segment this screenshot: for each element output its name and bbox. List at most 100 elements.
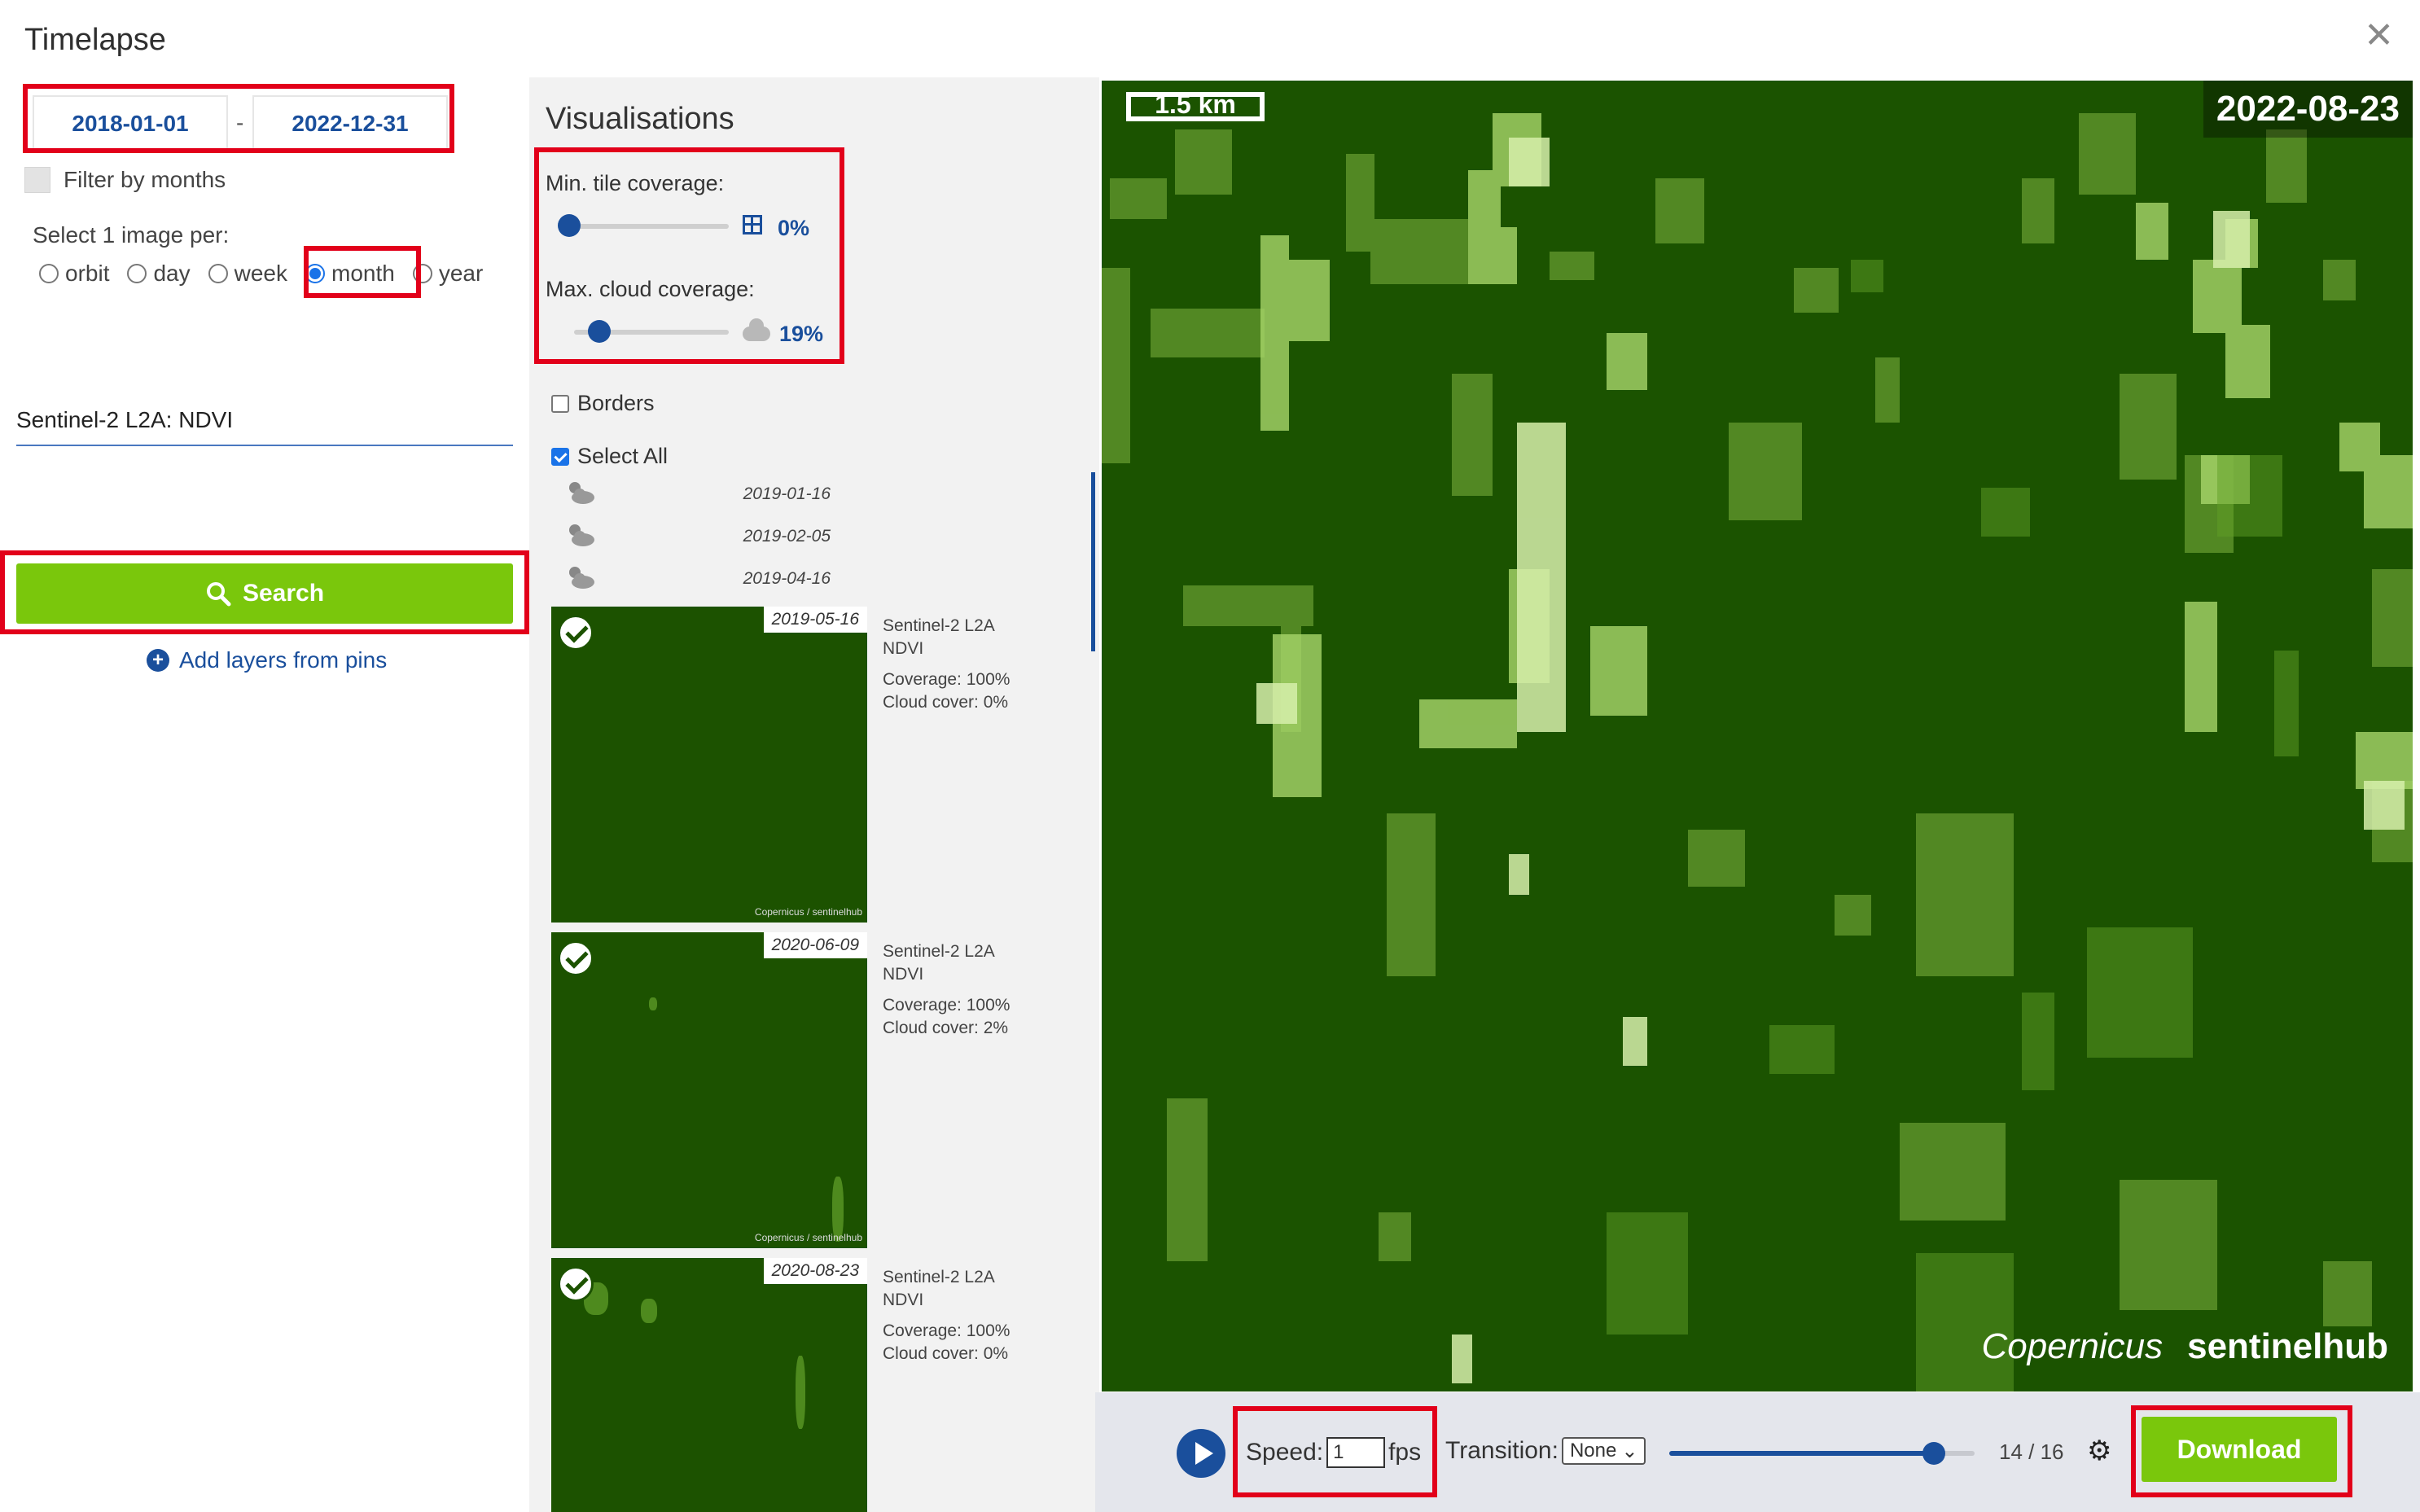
image-card[interactable]: 2020-06-09 Copernicus / sentinelhub Sent… — [551, 932, 1072, 1250]
check-icon[interactable] — [558, 1266, 594, 1302]
borders-checkbox[interactable] — [551, 394, 569, 413]
borders-toggle[interactable]: Borders — [551, 391, 655, 416]
radio-month[interactable]: month — [305, 261, 395, 287]
date-separator: - — [236, 110, 244, 135]
image-date: 2019-02-05 — [743, 527, 831, 546]
check-icon[interactable] — [558, 940, 594, 976]
logos: Copernicus sentinelhub — [1982, 1326, 2388, 1367]
transition-control: Transition: None ⌄ — [1445, 1437, 1646, 1465]
radio-day-label: day — [153, 261, 191, 286]
select-image-per-label: Select 1 image per: — [33, 222, 230, 248]
radio-day[interactable]: day — [127, 261, 191, 287]
close-icon[interactable]: ✕ — [2364, 15, 2394, 55]
image-type: NDVI — [883, 965, 924, 984]
image-coverage: Coverage: 100% — [883, 1321, 1011, 1340]
search-icon — [206, 582, 231, 607]
select-all-checkbox[interactable] — [551, 447, 569, 466]
image-card[interactable]: 2019-05-16 Copernicus / sentinelhub Sent… — [551, 607, 1072, 924]
image-thumbnail[interactable]: 2019-05-16 Copernicus / sentinelhub — [551, 607, 867, 923]
check-icon[interactable] — [558, 615, 594, 651]
min-tile-coverage-value: 0% — [778, 216, 810, 240]
image-date: 2019-01-16 — [743, 484, 831, 503]
scrollbar[interactable] — [1091, 472, 1095, 651]
image-cloud: Cloud cover: 0% — [883, 1344, 1009, 1363]
image-card[interactable]: 2020-08-23 Sentinel-2 L2A NDVI Coverage:… — [551, 1258, 1072, 1512]
radio-year-label: year — [438, 261, 484, 286]
ndvi-image — [1102, 113, 2413, 1391]
cloudy-sun-icon — [569, 567, 594, 589]
image-thumbnail[interactable]: 2020-08-23 — [551, 1258, 867, 1512]
radio-orbit[interactable]: orbit — [39, 261, 109, 287]
timelapse-preview: 1.5 km 2022-08-23 Copernicus sentinelhub — [1102, 81, 2413, 1391]
cloudy-sun-icon — [569, 524, 594, 546]
image-date: 2020-06-09 — [763, 932, 867, 958]
max-cloud-coverage-slider[interactable] — [574, 330, 729, 335]
image-layer: Sentinel-2 L2A — [883, 616, 995, 635]
transition-value: None — [1569, 1440, 1617, 1462]
add-layers-label: Add layers from pins — [179, 647, 388, 673]
radio-week[interactable]: week — [208, 261, 287, 287]
copernicus-logo: Copernicus — [1981, 1326, 2164, 1366]
list-item[interactable]: 2019-02-05 — [554, 520, 1067, 553]
image-layer: Sentinel-2 L2A — [883, 1268, 995, 1286]
radio-week-circle[interactable] — [208, 264, 228, 283]
watermark: Copernicus / sentinelhub — [754, 1232, 862, 1243]
cloudy-sun-icon — [569, 482, 594, 504]
chevron-down-icon: ⌄ — [1621, 1440, 1638, 1462]
date-from-input[interactable]: 2018-01-01 — [33, 95, 228, 152]
filter-by-months-checkbox[interactable] — [24, 167, 50, 193]
frame-slider-knob[interactable] — [1922, 1442, 1945, 1465]
filter-by-months[interactable]: Filter by months — [24, 167, 226, 193]
radio-month-label: month — [331, 261, 395, 286]
watermark: Copernicus / sentinelhub — [754, 906, 862, 918]
min-tile-coverage-knob[interactable] — [558, 214, 581, 237]
cloud-icon — [743, 318, 770, 341]
radio-year[interactable]: year — [412, 261, 484, 287]
speed-input[interactable]: 1 — [1326, 1437, 1386, 1468]
player-bar: Speed: 1 fps Transition: None ⌄ 14 / 16 … — [1095, 1392, 2420, 1512]
search-button[interactable]: Search — [16, 563, 513, 624]
download-button[interactable]: Download — [2142, 1417, 2337, 1482]
radio-month-circle[interactable] — [305, 264, 325, 283]
play-icon[interactable] — [1177, 1429, 1225, 1478]
radio-day-circle[interactable] — [127, 264, 147, 283]
list-item[interactable]: 2019-01-16 — [554, 478, 1067, 511]
add-layers-from-pins-link[interactable]: + Add layers from pins — [147, 647, 387, 673]
speed-label: Speed: — [1246, 1439, 1324, 1466]
frame-counter: 14 / 16 — [1999, 1440, 2064, 1464]
visualisations-title: Visualisations — [546, 102, 734, 136]
image-thumbnail[interactable]: 2020-06-09 Copernicus / sentinelhub — [551, 932, 867, 1248]
min-tile-coverage-slider[interactable] — [558, 224, 729, 229]
radio-week-label: week — [234, 261, 287, 286]
list-item[interactable]: 2019-04-16 — [554, 563, 1067, 595]
transition-select[interactable]: None ⌄ — [1561, 1437, 1646, 1465]
radio-year-circle[interactable] — [412, 264, 432, 283]
max-cloud-coverage-knob[interactable] — [588, 320, 611, 343]
max-cloud-coverage-label: Max. cloud coverage: — [546, 277, 755, 301]
image-type: NDVI — [883, 639, 924, 658]
image-cloud: Cloud cover: 2% — [883, 1019, 1009, 1037]
radio-orbit-circle[interactable] — [39, 264, 59, 283]
visualisations-panel: Visualisations Min. tile coverage: 0% Ma… — [529, 77, 1099, 1512]
image-coverage: Coverage: 100% — [883, 670, 1011, 689]
gears-icon[interactable]: ⚙ — [2087, 1435, 2112, 1466]
image-date: 2019-05-16 — [763, 607, 867, 633]
speed-control: Speed: 1 fps — [1246, 1437, 1421, 1468]
select-all-toggle[interactable]: Select All — [551, 444, 668, 469]
date-to-input[interactable]: 2022-12-31 — [252, 95, 448, 152]
image-meta: Sentinel-2 L2A NDVI Coverage: 100% Cloud… — [883, 615, 1010, 714]
select-image-per-radios: orbit day week month year — [39, 261, 501, 287]
image-meta: Sentinel-2 L2A NDVI Coverage: 100% Cloud… — [883, 1266, 1010, 1365]
radio-orbit-label: orbit — [65, 261, 110, 286]
plus-circle-icon: + — [147, 649, 169, 672]
image-date: 2020-08-23 — [763, 1258, 867, 1284]
preview-date: 2022-08-23 — [2203, 81, 2413, 138]
min-tile-coverage-label: Min. tile coverage: — [546, 171, 725, 195]
transition-label: Transition: — [1445, 1437, 1559, 1464]
scale-bar: 1.5 km — [1126, 90, 1265, 121]
image-type: NDVI — [883, 1291, 924, 1309]
speed-unit: fps — [1388, 1439, 1422, 1466]
borders-label: Borders — [577, 391, 655, 415]
image-meta: Sentinel-2 L2A NDVI Coverage: 100% Cloud… — [883, 940, 1010, 1040]
frame-slider[interactable] — [1669, 1442, 1975, 1465]
